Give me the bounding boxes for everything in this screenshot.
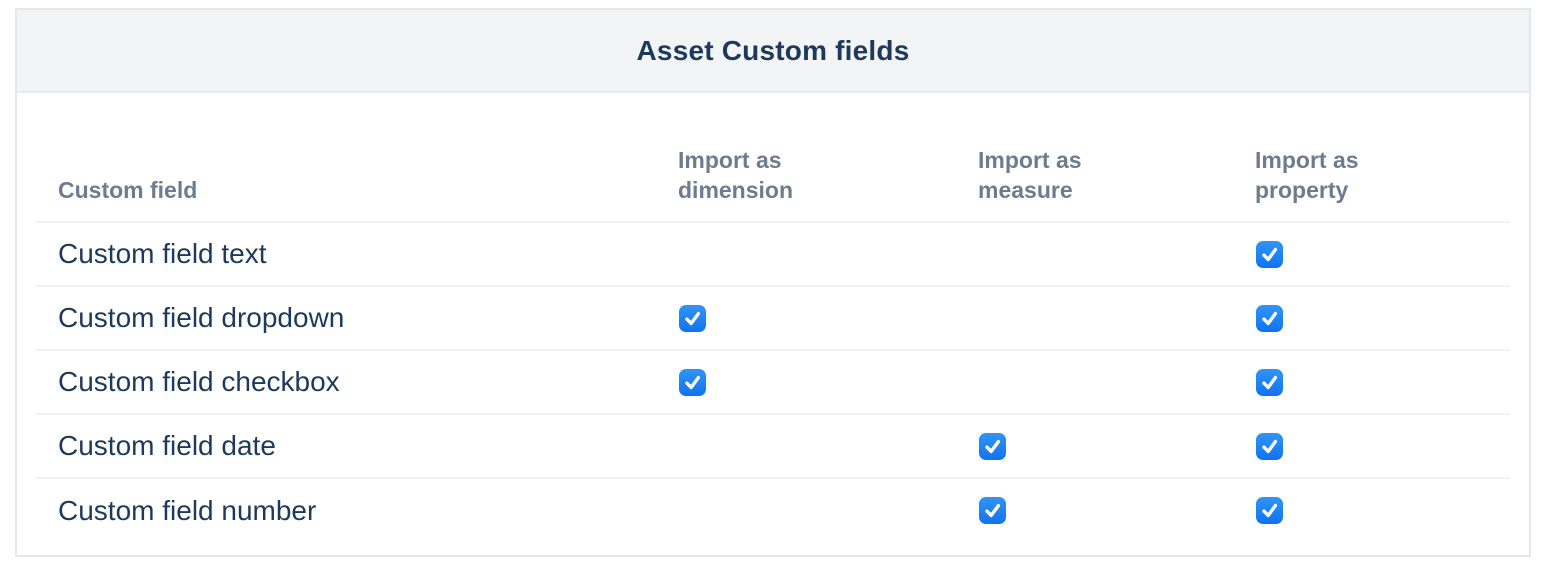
checkmark-icon bbox=[1262, 311, 1278, 325]
import-as-dimension-cell bbox=[678, 286, 978, 350]
import-as-property-cell bbox=[1255, 414, 1510, 478]
custom-field-name: Custom field text bbox=[58, 238, 267, 269]
table-row: Custom field text bbox=[36, 222, 1510, 286]
import-as-measure-cell bbox=[978, 478, 1255, 542]
import-as-measure-cell bbox=[978, 286, 1255, 350]
import-as-property-cell bbox=[1255, 478, 1510, 542]
table-row: Custom field dropdown bbox=[36, 286, 1510, 350]
import-as-dimension-cell bbox=[678, 478, 978, 542]
table-container: Custom field Import as dimension Import … bbox=[17, 93, 1529, 542]
import-as-dimension-cell bbox=[678, 350, 978, 414]
checkmark-icon bbox=[985, 439, 1001, 453]
measure-checkbox-checked[interactable] bbox=[979, 497, 1006, 524]
column-header-import-as-dimension: Import as dimension bbox=[678, 147, 794, 203]
table-row: Custom field date bbox=[36, 414, 1510, 478]
custom-field-name: Custom field dropdown bbox=[58, 302, 345, 333]
table-row: Custom field number bbox=[36, 478, 1510, 542]
column-header-import-as-property: Import as property bbox=[1255, 147, 1359, 203]
column-header-import-as-measure: Import as measure bbox=[978, 147, 1082, 203]
checkmark-icon bbox=[685, 311, 701, 325]
import-as-property-cell bbox=[1255, 350, 1510, 414]
import-as-measure-cell bbox=[978, 414, 1255, 478]
property-checkbox-checked[interactable] bbox=[1256, 304, 1283, 332]
table-header-row: Custom field Import as dimension Import … bbox=[36, 93, 1510, 222]
measure-checkbox-checked[interactable] bbox=[979, 432, 1006, 460]
checkmark-icon bbox=[1262, 439, 1278, 453]
import-as-measure-cell bbox=[978, 222, 1255, 286]
dimension-checkbox-checked[interactable] bbox=[679, 304, 706, 332]
dimension-checkbox-checked[interactable] bbox=[679, 368, 706, 396]
import-as-property-cell bbox=[1255, 222, 1510, 286]
import-as-dimension-cell bbox=[678, 414, 978, 478]
checkmark-icon bbox=[1262, 375, 1278, 389]
import-as-dimension-cell bbox=[678, 222, 978, 286]
property-checkbox-checked[interactable] bbox=[1256, 497, 1283, 524]
table-body: Custom field text Custom field dropdown … bbox=[36, 222, 1510, 542]
checkmark-icon bbox=[985, 503, 1001, 518]
page-title: Asset Custom fields bbox=[636, 34, 910, 66]
custom-field-name: Custom field date bbox=[58, 430, 276, 461]
card-header: Asset Custom fields bbox=[17, 10, 1529, 93]
import-as-measure-cell bbox=[978, 350, 1255, 414]
import-as-property-cell bbox=[1255, 286, 1510, 350]
property-checkbox-checked[interactable] bbox=[1256, 240, 1283, 268]
property-checkbox-checked[interactable] bbox=[1256, 432, 1283, 460]
asset-custom-fields-card: Asset Custom fields Custom field Import … bbox=[15, 8, 1531, 557]
checkmark-icon bbox=[1262, 503, 1278, 518]
custom-fields-table: Custom field Import as dimension Import … bbox=[36, 93, 1510, 542]
custom-field-name: Custom field number bbox=[58, 494, 317, 526]
checkmark-icon bbox=[685, 375, 701, 389]
custom-field-name: Custom field checkbox bbox=[58, 366, 340, 397]
table-row: Custom field checkbox bbox=[36, 350, 1510, 414]
column-header-custom-field: Custom field bbox=[58, 177, 198, 203]
checkmark-icon bbox=[1262, 247, 1278, 261]
property-checkbox-checked[interactable] bbox=[1256, 368, 1283, 396]
